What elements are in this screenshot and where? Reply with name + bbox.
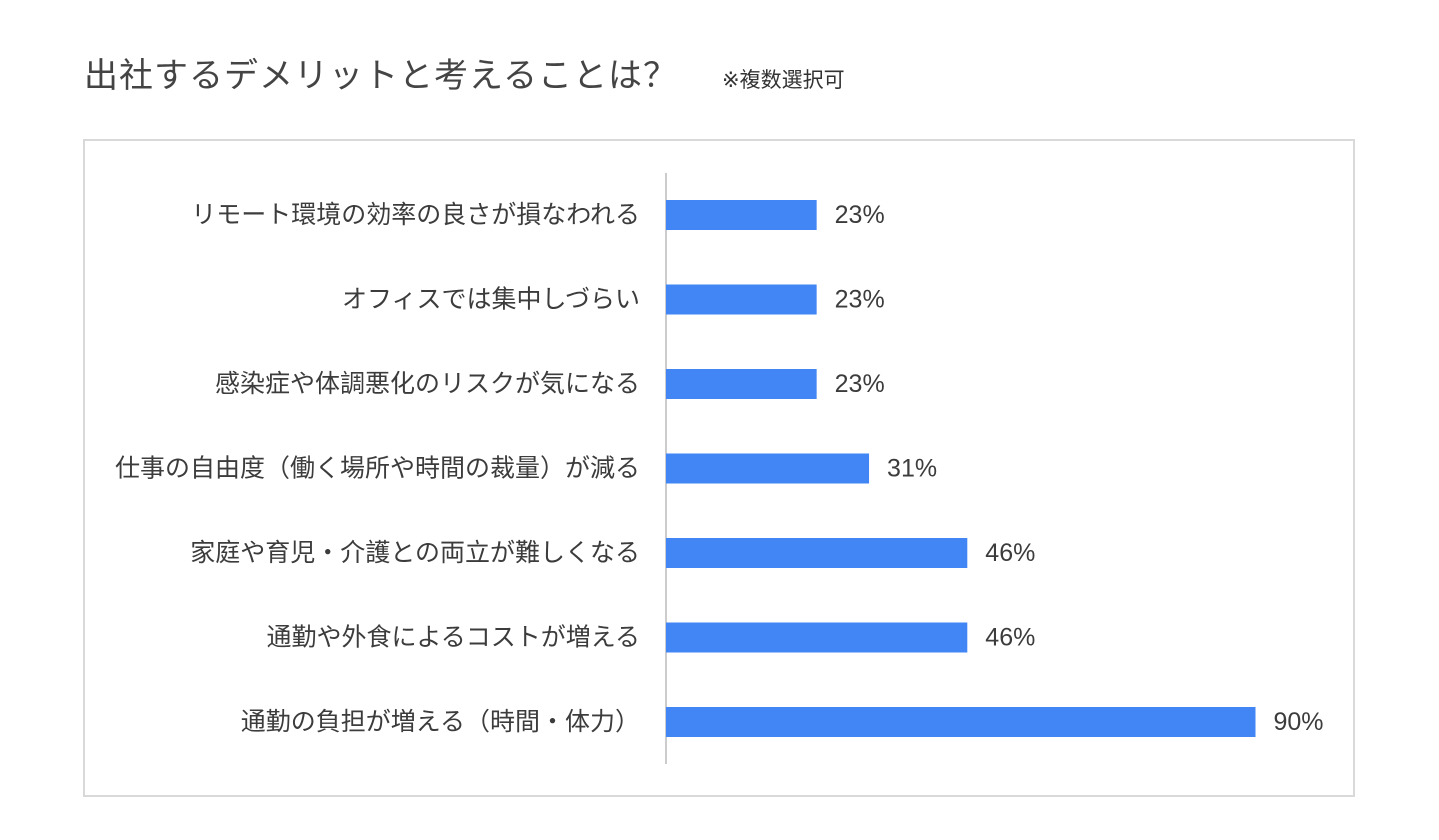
value-label: 23%	[835, 201, 885, 229]
bar	[666, 453, 870, 484]
value-label: 90%	[1274, 708, 1324, 736]
category-label: 仕事の自由度（働く場所や時間の裁量）が減る	[115, 455, 640, 483]
category-label: 通勤や外食によるコストが増える	[266, 624, 640, 652]
bar	[666, 369, 817, 399]
chart-header: 出社するデメリットと考えることは？ ※複数選択可	[84, 48, 845, 97]
value-label: 31%	[887, 455, 937, 483]
bar	[666, 200, 817, 230]
category-label: 感染症や体調悪化のリスクが気になる	[215, 370, 640, 398]
category-label: リモート環境の効率の良さが損なわれる	[191, 201, 640, 229]
category-label: 通勤の負担が増える（時間・体力）	[241, 708, 640, 736]
bar	[666, 538, 968, 568]
bar	[666, 622, 968, 653]
value-label: 46%	[985, 624, 1035, 652]
category-label: 家庭や育児・介護との両立が難しくなる	[190, 539, 640, 567]
category-label: オフィスでは集中しづらい	[342, 286, 640, 314]
multiple-choice-note: ※複数選択可	[721, 69, 845, 92]
bar	[666, 707, 1256, 737]
bar	[666, 284, 817, 315]
chart-title: 出社するデメリットと考えることは？	[84, 57, 678, 95]
value-label: 23%	[835, 286, 885, 314]
value-label: 46%	[985, 539, 1035, 567]
value-label: 23%	[835, 370, 885, 398]
